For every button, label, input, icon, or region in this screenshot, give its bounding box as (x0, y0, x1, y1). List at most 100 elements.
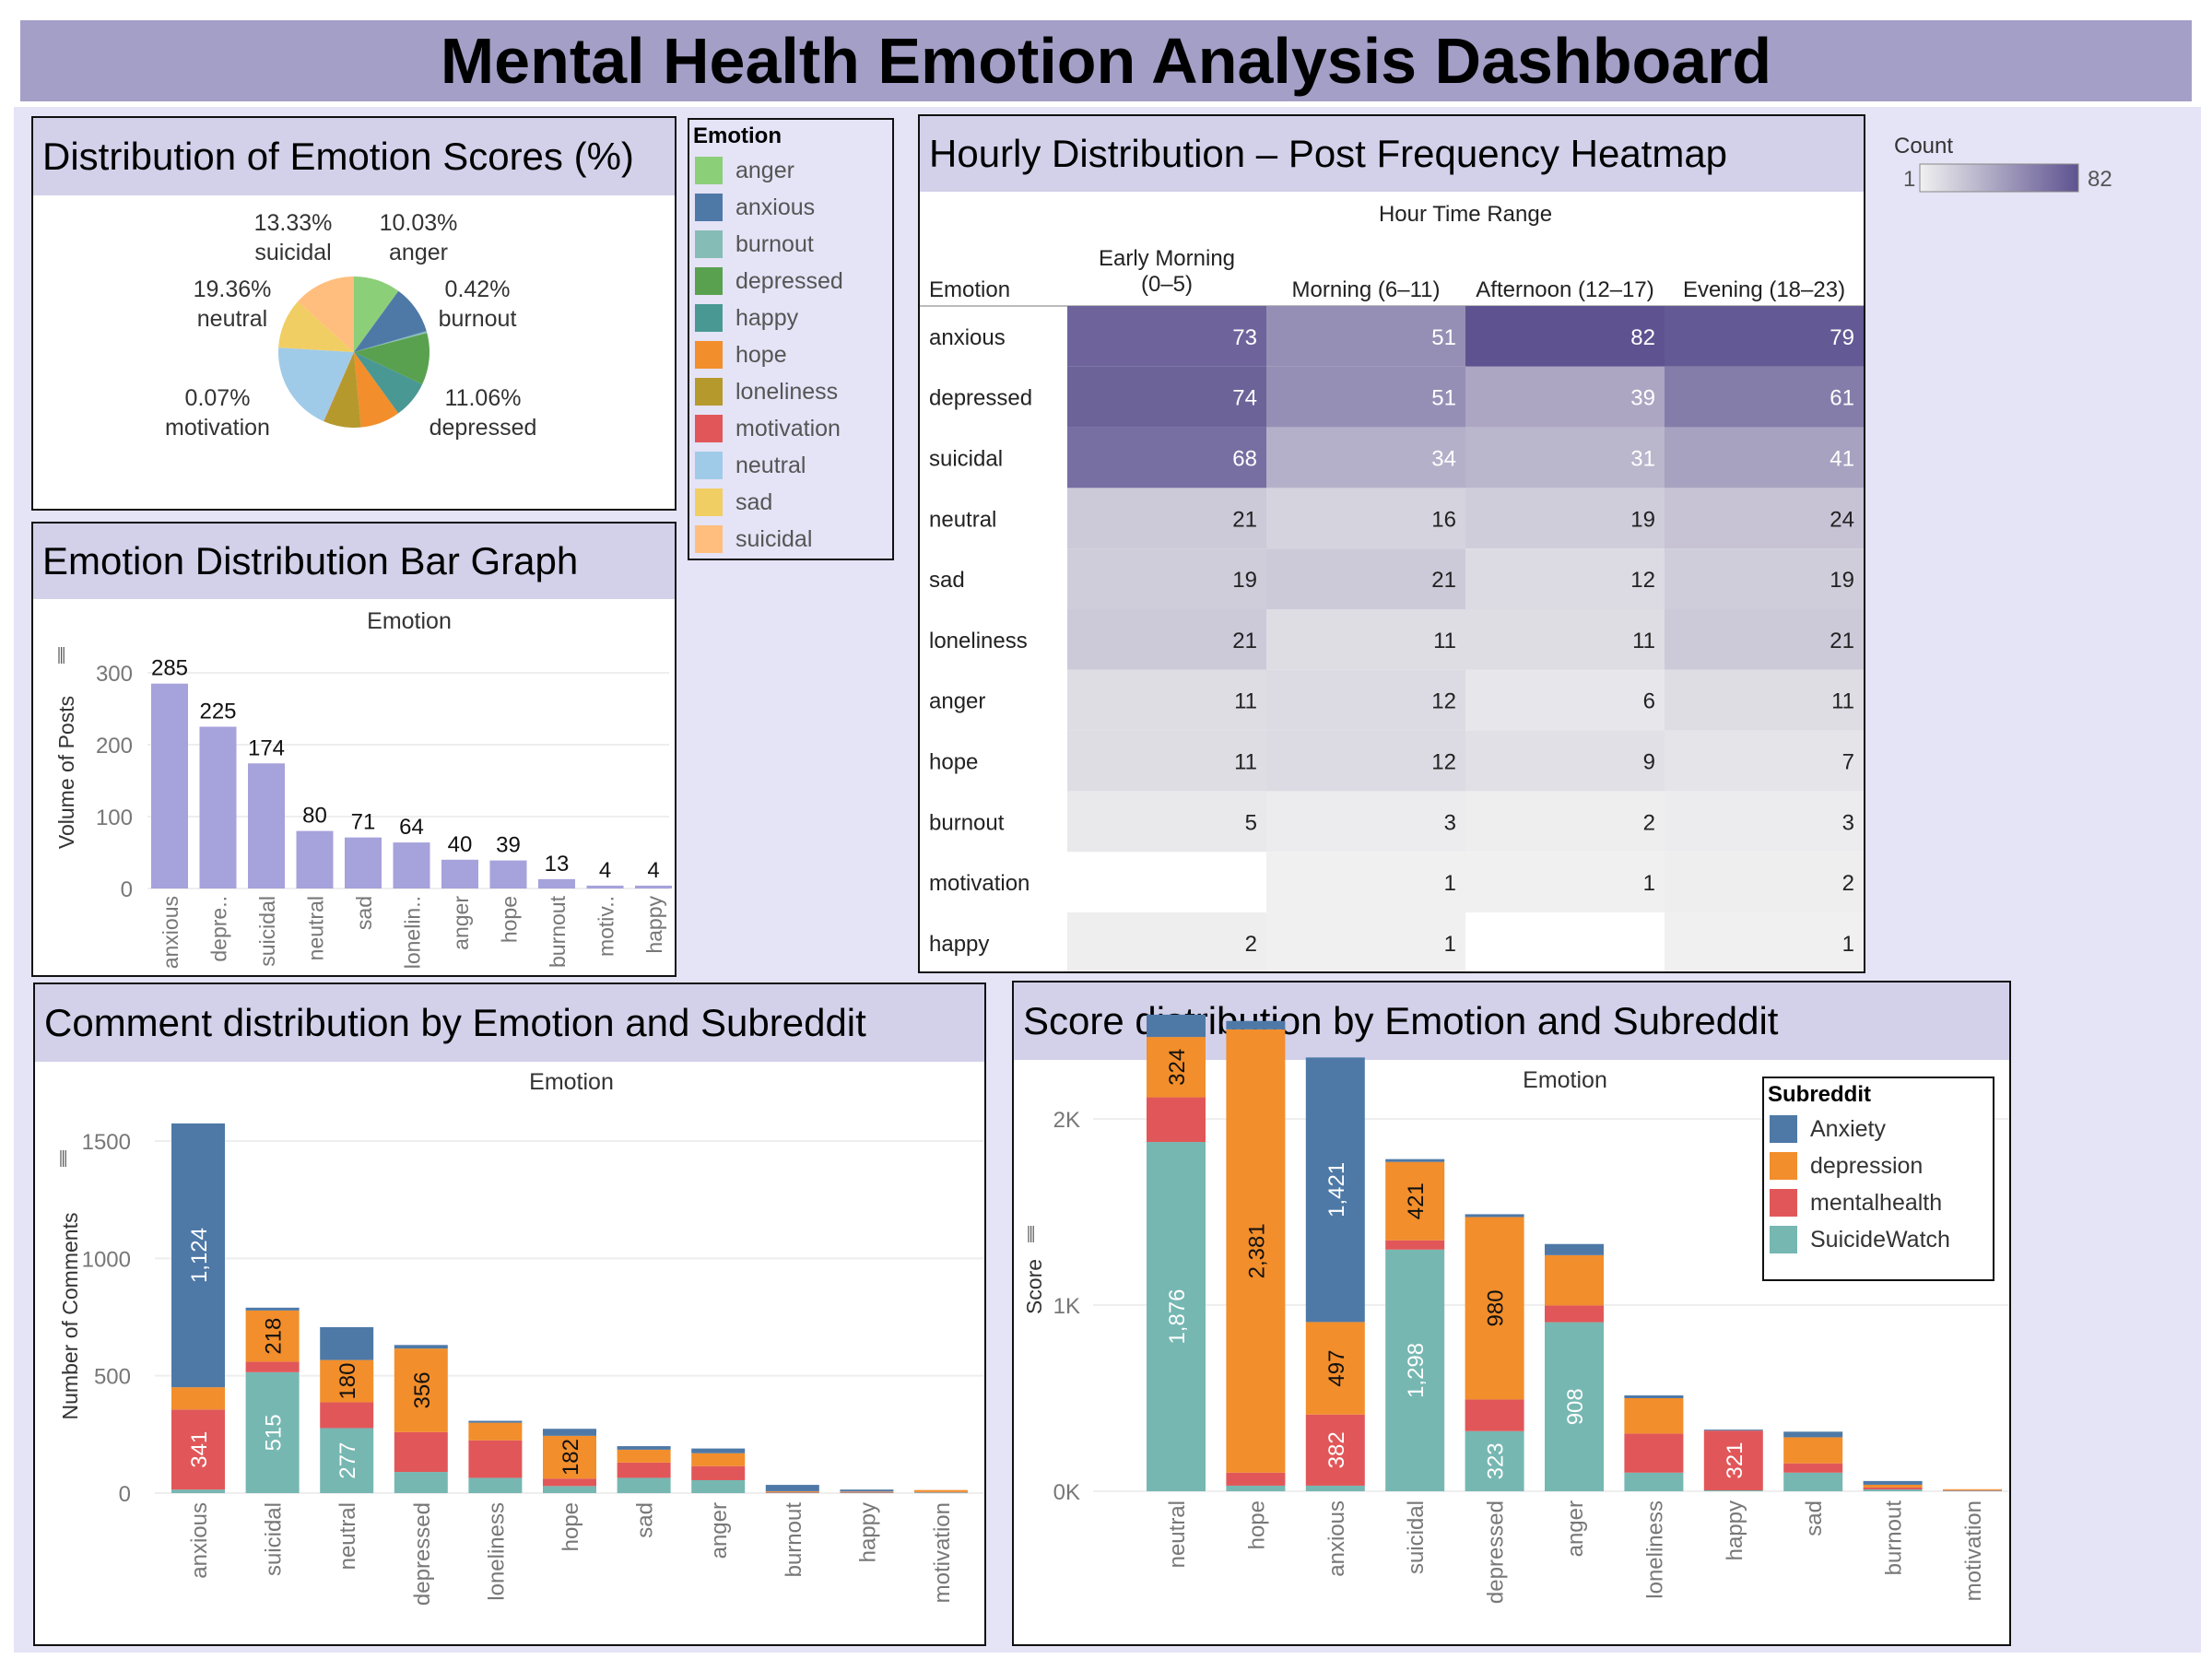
bar-value-burnout: 13 (545, 852, 570, 877)
pie-label-pct-burnout: 0.42% (445, 276, 511, 302)
comment-xtick-neutral: neutral (335, 1502, 360, 1570)
heatmap-cell-anger-2 (1465, 669, 1665, 731)
bar-happy (635, 885, 672, 888)
subreddit-legend-title: Subreddit (1768, 1082, 1871, 1107)
comment-bar-depressed-Anxiety (394, 1345, 448, 1349)
heatmap-cell-loneliness-1 (1266, 609, 1465, 670)
bar-xtick-anger: anger (449, 896, 473, 950)
bar-chart: Emotion 300 200 100 0 Volume of Posts ⫼ 285 anxi… (54, 608, 672, 969)
legend-swatch-neutral (695, 452, 723, 479)
legend-item-sad[interactable]: sad (695, 488, 772, 516)
heatmap-col-label-1: Morning (6–11) (1292, 277, 1441, 302)
score-subtitle: Emotion (1523, 1067, 1607, 1093)
score-bar-sad-SuicideWatch (1783, 1472, 1843, 1491)
score-bar-sad-Anxiety (1783, 1431, 1843, 1438)
score-xtick-happy: happy (1723, 1500, 1747, 1560)
score-chart: Emotion 2K 1K 0K Score ⫼ 1,876 324 neutral 2,381 h… (1022, 1014, 2009, 1604)
score-xtick-burnout: burnout (1882, 1500, 1907, 1576)
score-value-depressed-SuicideWatch: 323 (1484, 1442, 1509, 1479)
comment-xtick-depressed: depressed (410, 1502, 435, 1606)
subreddit-legend-item-depression[interactable]: depression (1770, 1152, 1923, 1180)
comment-bar-sad-depression (617, 1449, 671, 1463)
legend-item-happy[interactable]: happy (695, 304, 798, 332)
pie-label-pct-anger: 10.03% (380, 210, 458, 236)
comment-bar-hope-depression (543, 1435, 596, 1479)
legend-item-anxious[interactable]: anxious (695, 194, 815, 221)
subreddit-legend-item-Anxiety[interactable]: Anxiety (1770, 1115, 1886, 1143)
score-bar-loneliness-mentalhealth (1624, 1433, 1684, 1473)
score-bar-anger-Anxiety (1545, 1243, 1604, 1255)
comment-bar-neutral-mentalhealth (320, 1402, 374, 1429)
legend-item-hope[interactable]: hope (695, 341, 787, 369)
legend-item-burnout[interactable]: burnout (695, 230, 814, 258)
score-bar-suicidal-depression (1385, 1161, 1445, 1241)
legend-swatch-anxious (695, 194, 723, 221)
legend-item-anger[interactable]: anger (695, 157, 794, 184)
legend-item-motivation[interactable]: motivation (695, 415, 841, 442)
bar-ytick-0: 0 (121, 877, 133, 902)
subreddit-label-depression: depression (1810, 1152, 1924, 1179)
legend-item-loneliness[interactable]: loneliness (695, 378, 838, 406)
bar-title: Emotion Distribution Bar Graph (33, 524, 675, 599)
legend-label-neutral: neutral (735, 452, 806, 478)
subreddit-swatch-mentalhealth (1770, 1189, 1797, 1217)
heatmap-cell-hope-2 (1465, 730, 1665, 792)
comment-bar-suicidal-depression (245, 1310, 300, 1362)
heatmap-cell-depressed-3 (1665, 366, 1864, 428)
heatmap-value-sad-0: 19 (1232, 568, 1257, 593)
emotion-legend: Emotion anger anxious burnout depressed happ… (688, 118, 894, 560)
heatmap-row-label-burnout: burnout (929, 810, 1005, 835)
legend-label-depressed: depressed (735, 267, 843, 294)
score-bar-anxious-SuicideWatch (1305, 1485, 1365, 1491)
comment-bar-anxious-Anxiety (171, 1123, 225, 1388)
bar-xtick-motivation: motiv.. (594, 896, 618, 957)
heatmap-cell-suicidal-2 (1465, 427, 1665, 488)
comment-subtitle: Emotion (529, 1069, 614, 1095)
bar-value-loneliness: 64 (399, 815, 424, 840)
heatmap-value-loneliness-0: 21 (1232, 629, 1257, 653)
legend-swatch-hope (695, 341, 723, 369)
bar-ytick-100: 100 (96, 806, 133, 830)
heatmap-value-hope-2: 9 (1643, 750, 1655, 775)
heatmap-row-label-hope: hope (929, 750, 978, 775)
comment-xtick-loneliness: loneliness (484, 1502, 509, 1601)
legend-item-depressed[interactable]: depressed (695, 267, 843, 295)
score-bar-loneliness-Anxiety (1624, 1394, 1684, 1398)
score-bar-sad-depression (1783, 1437, 1843, 1464)
score-bar-neutral-mentalhealth (1147, 1097, 1206, 1143)
legend-item-neutral[interactable]: neutral (695, 452, 806, 479)
score-bar-depressed-depression (1465, 1217, 1524, 1400)
comment-bar-neutral-SuicideWatch (320, 1428, 374, 1493)
heatmap-value-burnout-2: 2 (1643, 810, 1655, 835)
subreddit-label-mentalhealth: mentalhealth (1810, 1189, 1943, 1216)
subreddit-legend-item-mentalhealth[interactable]: mentalhealth (1770, 1189, 1942, 1217)
score-bar-burnout-Anxiety (1863, 1480, 1923, 1485)
pie-slice-anxious (354, 290, 427, 352)
legend-label-happy: happy (735, 304, 799, 331)
bar-value-hope: 39 (496, 833, 521, 858)
subreddit-legend-item-SuicideWatch[interactable]: SuicideWatch (1770, 1226, 1950, 1253)
score-bar-neutral-SuicideWatch (1147, 1142, 1206, 1491)
heatmap-row-label-sad: sad (929, 568, 965, 593)
bar-value-anxious: 285 (151, 656, 188, 681)
legend-item-suicidal[interactable]: suicidal (695, 525, 812, 553)
heatmap-value-anxious-2: 82 (1630, 325, 1655, 350)
heatmap-row-label-loneliness: loneliness (929, 629, 1028, 653)
score-xtick-depressed: depressed (1484, 1500, 1509, 1604)
heatmap-cell-happy-1 (1266, 912, 1465, 971)
comment-xtick-happy: happy (855, 1502, 880, 1562)
heatmap-value-depressed-1: 51 (1431, 386, 1456, 411)
heatmap-cell-suicidal-0 (1067, 427, 1266, 488)
comment-bar-burnout-mentalhealth (765, 1491, 819, 1493)
heatmap-value-anger-1: 12 (1431, 689, 1456, 714)
bar-value-sad: 71 (351, 810, 376, 835)
heatmap-value-suicidal-3: 41 (1830, 447, 1854, 472)
bar-panel: Emotion Distribution Bar Graph Emotion 30… (31, 522, 677, 977)
score-bar-anger-depression (1545, 1254, 1604, 1306)
score-bar-sad-mentalhealth (1783, 1463, 1843, 1473)
legend-swatch-motivation (695, 415, 723, 442)
heatmap-value-happy-1: 1 (1444, 932, 1456, 957)
legend-label-anxious: anxious (735, 194, 816, 220)
comment-xtick-hope: hope (559, 1502, 583, 1551)
heatmap-cell-sad-0 (1067, 548, 1266, 609)
